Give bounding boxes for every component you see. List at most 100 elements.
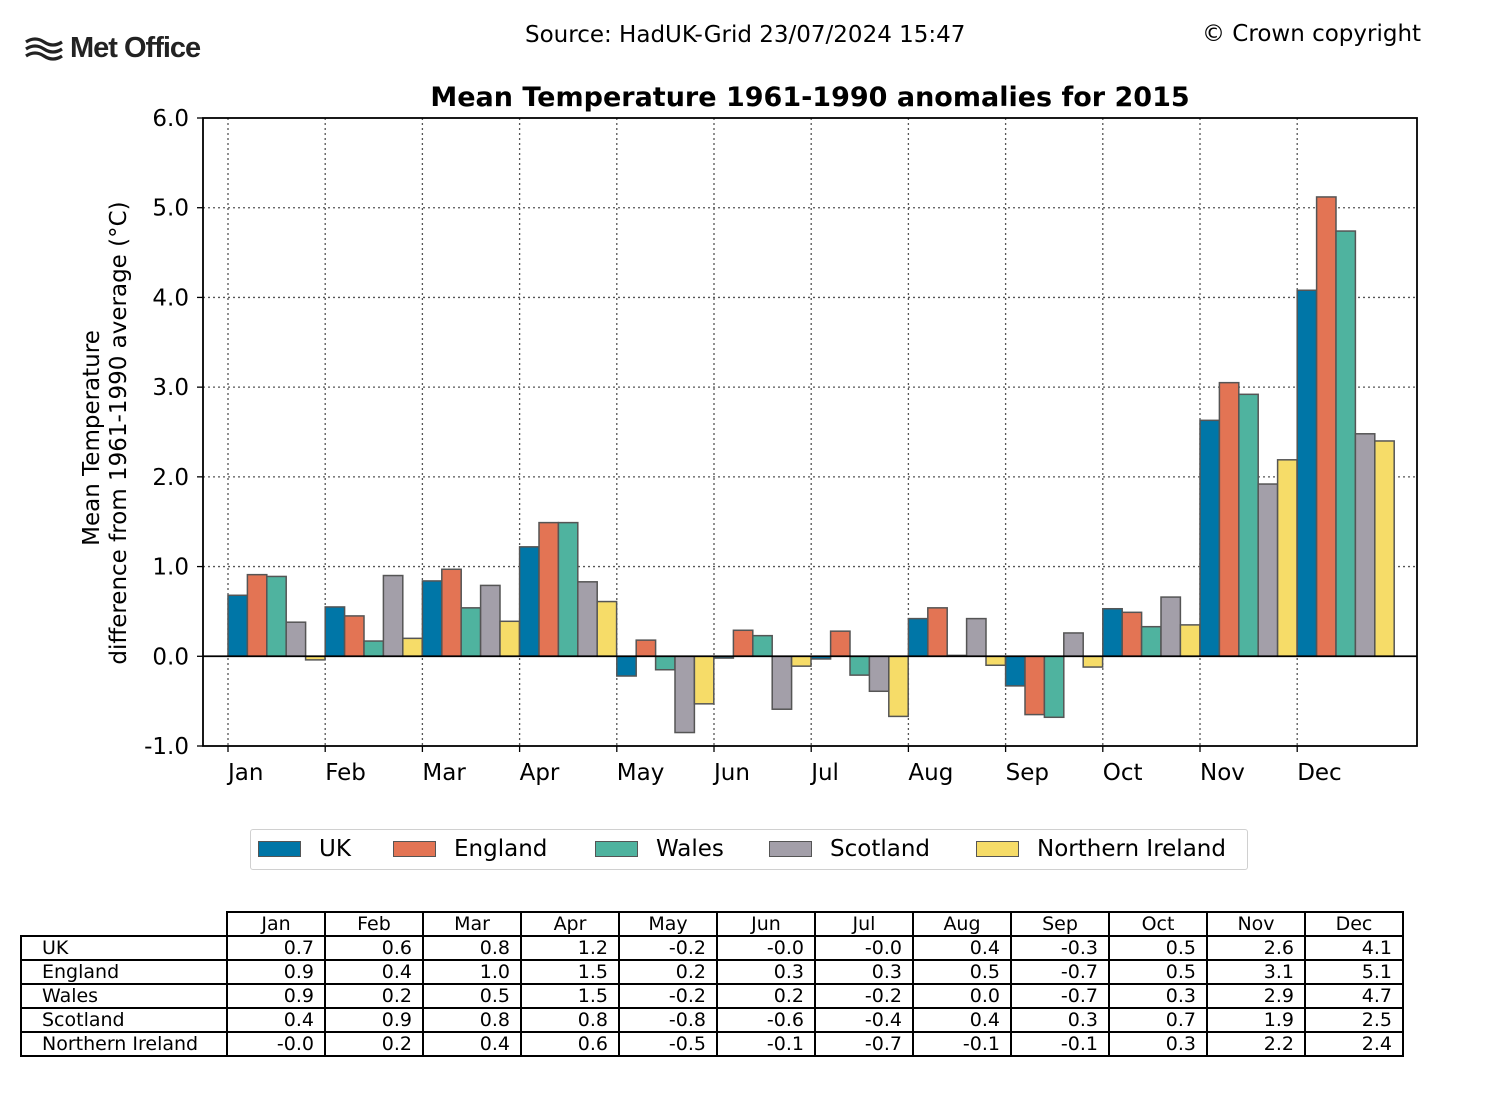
bar <box>1063 632 1084 658</box>
bar <box>324 606 346 658</box>
table-row: UK 0.7 0.6 0.8 1.2 -0.2 -0.0 -0.0 0.4 -0.3 0.5 2.6 4… <box>20 935 1404 961</box>
x-tick-label: Oct <box>1103 760 1143 786</box>
bar <box>266 575 287 658</box>
table-cell: -0.1 <box>1010 1031 1110 1057</box>
x-tick-label: Nov <box>1200 760 1245 786</box>
table-cell: 0.8 <box>422 935 522 961</box>
bar <box>577 581 598 658</box>
bar <box>1276 459 1298 658</box>
table-cell: 2.5 <box>1304 1007 1404 1033</box>
bar <box>1140 625 1162 658</box>
table-cell: 0.7 <box>1108 1007 1208 1033</box>
legend-label: Scotland <box>830 836 930 862</box>
legend-swatch <box>595 841 638 857</box>
table-cell: 0.9 <box>324 1007 424 1033</box>
table-row-label: Northern Ireland <box>20 1031 228 1057</box>
bar <box>460 607 482 658</box>
legend-label: Northern Ireland <box>1037 836 1226 862</box>
x-tick-label: Jul <box>809 760 839 786</box>
bar <box>1179 624 1201 658</box>
table-cell: 2.6 <box>1206 935 1306 961</box>
table-cell: -0.3 <box>1010 935 1110 961</box>
bar <box>985 655 1007 667</box>
bar <box>616 655 637 677</box>
table-column-header: Aug <box>912 911 1012 937</box>
y-tick-label: 5.0 <box>152 196 189 222</box>
bar <box>1121 611 1143 658</box>
bar <box>285 621 307 658</box>
table-header-row: Jan Feb Mar Apr May Jun Jul Aug Sep Oct Nov Dec <box>21 911 1404 937</box>
bar <box>1315 196 1337 658</box>
legend-item: Wales <box>595 836 724 862</box>
table-cell: 0.2 <box>324 1031 424 1057</box>
y-axis-label-line2: difference from 1961-1990 average (°C) <box>106 201 132 664</box>
table-cell: 0.9 <box>226 959 326 985</box>
bar <box>752 634 773 658</box>
bars <box>227 196 1395 734</box>
table-cell: -0.0 <box>226 1031 326 1057</box>
table-cell: -0.2 <box>618 935 718 961</box>
table-cell: -0.8 <box>618 1007 718 1033</box>
table-column-header: Jul <box>814 911 914 937</box>
legend-label: UK <box>319 836 351 862</box>
bar <box>1082 655 1104 668</box>
table-cell: -0.7 <box>814 1031 914 1057</box>
bar <box>1043 655 1065 719</box>
table-cell: 1.5 <box>520 983 620 1009</box>
table-cell: 0.2 <box>716 983 816 1009</box>
bar <box>479 584 501 658</box>
table-cell: 5.1 <box>1304 959 1404 985</box>
bar <box>1238 393 1259 658</box>
bar <box>1102 607 1123 658</box>
table-cell: 0.4 <box>912 1007 1012 1033</box>
table-cell: -0.2 <box>618 983 718 1009</box>
table-row: England 0.9 0.4 1.0 1.5 0.2 0.3 0.3 0.5 -0.7 0.5 3.… <box>20 959 1404 985</box>
table-cell: 0.0 <box>912 983 1012 1009</box>
bar <box>382 574 404 658</box>
table-cell: 0.2 <box>618 959 718 985</box>
y-tick-label: 2.0 <box>152 465 189 491</box>
x-tick-label: Jun <box>712 760 750 786</box>
table-column-header: Jan <box>226 911 326 937</box>
table-cell: 2.9 <box>1206 983 1306 1009</box>
table-cell: -0.2 <box>814 983 914 1009</box>
table-cell: 0.3 <box>1010 1007 1110 1033</box>
bar <box>1024 655 1046 716</box>
legend-swatch <box>258 841 301 857</box>
bar <box>771 655 793 710</box>
x-tick-label: Feb <box>325 760 366 786</box>
table-cell: 0.6 <box>520 1031 620 1057</box>
bar <box>829 630 851 658</box>
table-column-header: Jun <box>716 911 816 937</box>
bar <box>441 568 462 658</box>
legend-label: Wales <box>656 836 724 862</box>
table-cell: 4.1 <box>1304 935 1404 961</box>
table-cell: 0.4 <box>912 935 1012 961</box>
table-column-header: Oct <box>1108 911 1208 937</box>
table-cell: 0.5 <box>422 983 522 1009</box>
bar <box>965 617 987 658</box>
table-cell: -0.6 <box>716 1007 816 1033</box>
table-cell: 0.8 <box>422 1007 522 1033</box>
table-cell: 2.4 <box>1304 1031 1404 1057</box>
bar <box>927 607 948 658</box>
table-cell: 1.0 <box>422 959 522 985</box>
bar <box>518 546 540 658</box>
table-column-header: May <box>618 911 718 937</box>
x-tick-label: Jan <box>226 760 263 786</box>
table-cell: 0.4 <box>422 1031 522 1057</box>
bar <box>1354 433 1376 658</box>
bar <box>246 573 268 658</box>
bar <box>1004 655 1026 687</box>
table-cell: 0.5 <box>912 959 1012 985</box>
legend-swatch <box>976 841 1019 857</box>
table-cell: 3.1 <box>1206 959 1306 985</box>
bar <box>499 620 521 658</box>
table-column-header: Apr <box>520 911 620 937</box>
table-cell: 0.3 <box>1108 1031 1208 1057</box>
table-cell: 0.3 <box>716 959 816 985</box>
x-tick-label: Apr <box>520 760 560 786</box>
table-cell: 0.9 <box>226 983 326 1009</box>
bar <box>888 655 909 718</box>
bar <box>1296 289 1318 658</box>
